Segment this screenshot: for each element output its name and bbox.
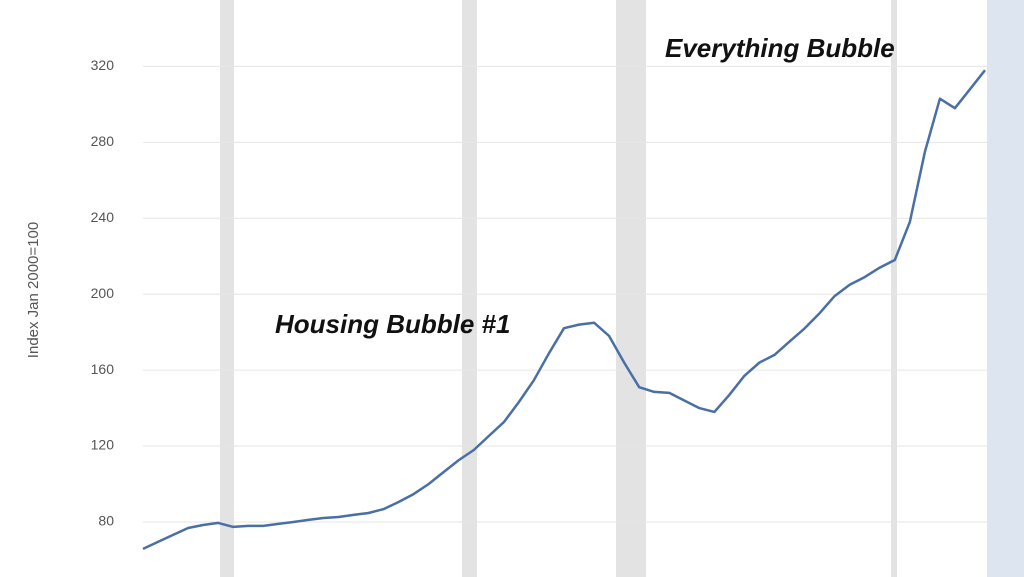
y-tick-label: 320 xyxy=(91,57,115,73)
annotation: Everything Bubble xyxy=(665,33,895,63)
y-tick-label: 280 xyxy=(91,133,115,149)
plot-border-area xyxy=(987,0,1024,577)
y-tick-label: 80 xyxy=(98,513,114,529)
y-tick-label: 240 xyxy=(91,209,115,225)
recession-shade xyxy=(462,0,477,577)
y-tick-label: 200 xyxy=(91,285,115,301)
recession-shade xyxy=(220,0,234,577)
recession-shade xyxy=(891,0,897,577)
grid xyxy=(143,65,987,523)
y-tick-label: 160 xyxy=(91,361,115,377)
annotation: Housing Bubble #1 xyxy=(275,309,510,339)
recession-shade xyxy=(616,0,646,577)
y-axis-label: Index Jan 2000=100 xyxy=(25,222,42,358)
y-tick-label: 120 xyxy=(91,437,115,453)
line-series xyxy=(142,69,986,551)
